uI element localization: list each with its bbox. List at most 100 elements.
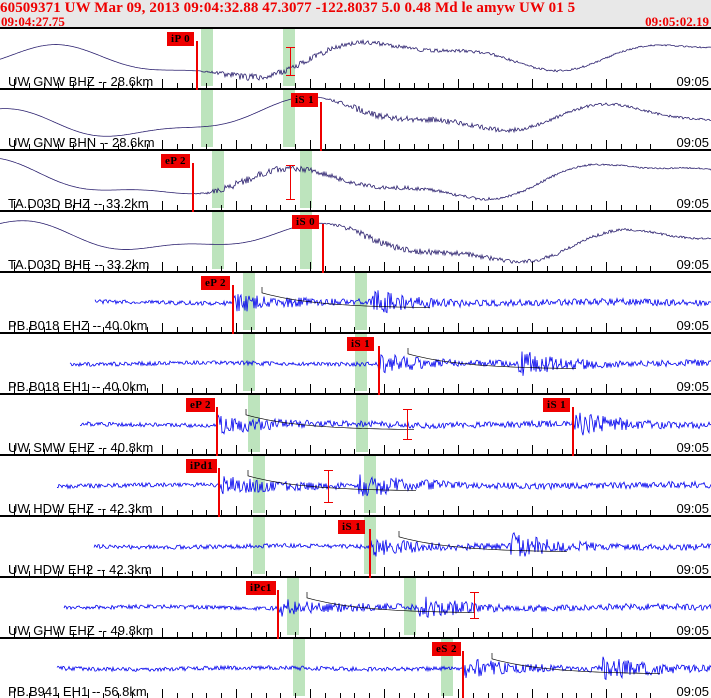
- axis-minor-tick: [44, 327, 45, 332]
- axis-major-tick: [532, 323, 533, 332]
- clock-label-background: [663, 561, 711, 576]
- axis-minor-tick: [562, 327, 563, 332]
- axis-minor-tick: [147, 83, 148, 88]
- axis-minor-tick: [29, 449, 30, 454]
- amplitude-marker-cap: [286, 75, 295, 76]
- axis-minor-tick: [576, 327, 577, 332]
- phase-pick-line[interactable]: [232, 285, 234, 334]
- axis-major-tick: [162, 201, 163, 210]
- axis-minor-tick: [591, 266, 592, 271]
- phase-pick-label[interactable]: iPd1: [186, 459, 217, 473]
- axis-minor-tick: [73, 327, 74, 332]
- axis-minor-tick: [206, 266, 207, 271]
- phase-pick-line[interactable]: [572, 407, 574, 456]
- phase-pick-line[interactable]: [196, 41, 198, 90]
- waveform-trace: [63, 592, 711, 618]
- trace-panel[interactable]: eP 2 09:05 PB.B018 EHZ -- 40.0km: [0, 273, 711, 334]
- axis-minor-tick: [251, 144, 252, 149]
- phase-pick-label[interactable]: iP 0: [167, 32, 195, 46]
- phase-pick-line[interactable]: [462, 651, 464, 698]
- axis-minor-tick: [414, 83, 415, 88]
- axis-minor-tick: [221, 266, 222, 271]
- axis-minor-tick: [206, 144, 207, 149]
- phase-pick-label[interactable]: iS 1: [338, 520, 366, 534]
- axis-major-tick: [236, 262, 237, 271]
- axis-minor-tick: [132, 266, 133, 271]
- trace-panel[interactable]: iS 0 09:05 TA.D03D BHE -- 33.2km: [0, 212, 711, 273]
- phase-pick-label[interactable]: iPc1: [246, 581, 276, 595]
- window-start-time: 09:04:27.75: [1, 14, 65, 29]
- axis-major-tick: [606, 140, 607, 149]
- axis-minor-tick: [280, 388, 281, 393]
- axis-minor-tick: [650, 632, 651, 637]
- amplitude-marker-cap: [286, 47, 295, 48]
- axis-minor-tick: [443, 144, 444, 149]
- axis-minor-tick: [325, 83, 326, 88]
- phase-pick-label[interactable]: eS 2: [432, 642, 461, 656]
- axis-minor-tick: [280, 83, 281, 88]
- phase-pick-label[interactable]: iS 1: [291, 93, 319, 107]
- axis-minor-tick: [132, 632, 133, 637]
- axis-minor-tick: [354, 571, 355, 576]
- axis-minor-tick: [221, 510, 222, 515]
- axis-major-tick: [236, 689, 237, 698]
- trace-panel[interactable]: iS 1 09:05 UW GNW BHN -- 28.6km: [0, 90, 711, 151]
- phase-pick-line[interactable]: [277, 590, 279, 639]
- axis-minor-tick: [354, 388, 355, 393]
- phase-pick-label[interactable]: eP 2: [161, 154, 190, 168]
- axis-minor-tick: [399, 83, 400, 88]
- axis-major-tick: [458, 567, 459, 576]
- phase-pick-label[interactable]: iS 1: [543, 398, 571, 412]
- axis-major-tick: [14, 567, 15, 576]
- trace-panel[interactable]: eS 2 09:05 PB.B941 EH1 -- 56.8km: [0, 639, 711, 698]
- axis-major-tick: [88, 506, 89, 515]
- waveform-trace: [0, 96, 711, 137]
- phase-pick-line[interactable]: [369, 529, 371, 578]
- axis-minor-tick: [428, 449, 429, 454]
- axis-minor-tick: [280, 510, 281, 515]
- axis-minor-tick: [266, 205, 267, 210]
- axis-minor-tick: [650, 205, 651, 210]
- phase-pick-label[interactable]: iS 0: [292, 215, 320, 229]
- trace-panel[interactable]: eP 2 iS 1 09:05 UW SMW EHZ -- 40.8km: [0, 395, 711, 456]
- axis-minor-tick: [517, 449, 518, 454]
- axis-minor-tick: [147, 205, 148, 210]
- trace-panel[interactable]: iS 1 09:05 UW HDW EH2 -- 42.3km: [0, 517, 711, 578]
- axis-minor-tick: [325, 510, 326, 515]
- axis-minor-tick: [325, 205, 326, 210]
- trace-panel[interactable]: iPc1 09:05 UW GHW EHZ -- 49.8km: [0, 578, 711, 639]
- phase-pick-line[interactable]: [218, 468, 220, 517]
- axis-minor-tick: [414, 449, 415, 454]
- axis-minor-tick: [280, 327, 281, 332]
- axis-minor-tick: [636, 449, 637, 454]
- axis-minor-tick: [576, 266, 577, 271]
- trace-panel[interactable]: iS 1 09:05 PB.B018 EH1 -- 40.0km: [0, 334, 711, 395]
- axis-major-tick: [236, 201, 237, 210]
- trace-panel[interactable]: eP 2 09:05 TA.D03D BHZ -- 33.2km: [0, 151, 711, 212]
- axis-minor-tick: [562, 693, 563, 698]
- axis-minor-tick: [473, 205, 474, 210]
- phase-pick-line[interactable]: [320, 102, 322, 151]
- axis-minor-tick: [206, 449, 207, 454]
- trace-panel[interactable]: iPd1 09:05 UW HDW EHZ -- 42.3km: [0, 456, 711, 517]
- axis-minor-tick: [325, 144, 326, 149]
- phase-pick-label[interactable]: eP 2: [186, 398, 215, 412]
- axis-minor-tick: [340, 632, 341, 637]
- phase-pick-line[interactable]: [192, 163, 194, 212]
- axis-minor-tick: [221, 449, 222, 454]
- phase-pick-line[interactable]: [322, 224, 324, 273]
- axis-major-tick: [606, 628, 607, 637]
- axis-minor-tick: [473, 571, 474, 576]
- axis-minor-tick: [29, 693, 30, 698]
- phase-pick-line[interactable]: [216, 407, 218, 456]
- axis-major-tick: [532, 506, 533, 515]
- phase-pick-line[interactable]: [378, 346, 380, 395]
- phase-pick-label[interactable]: eP 2: [201, 276, 230, 290]
- axis-minor-tick: [443, 388, 444, 393]
- trace-panel[interactable]: iP 0 09:05 UW GNW BHZ -- 28.6km: [0, 27, 711, 90]
- axis-major-tick: [606, 323, 607, 332]
- phase-pick-label[interactable]: iS 1: [347, 337, 375, 351]
- axis-minor-tick: [29, 144, 30, 149]
- axis-major-tick: [532, 79, 533, 88]
- amplitude-marker: [290, 165, 291, 199]
